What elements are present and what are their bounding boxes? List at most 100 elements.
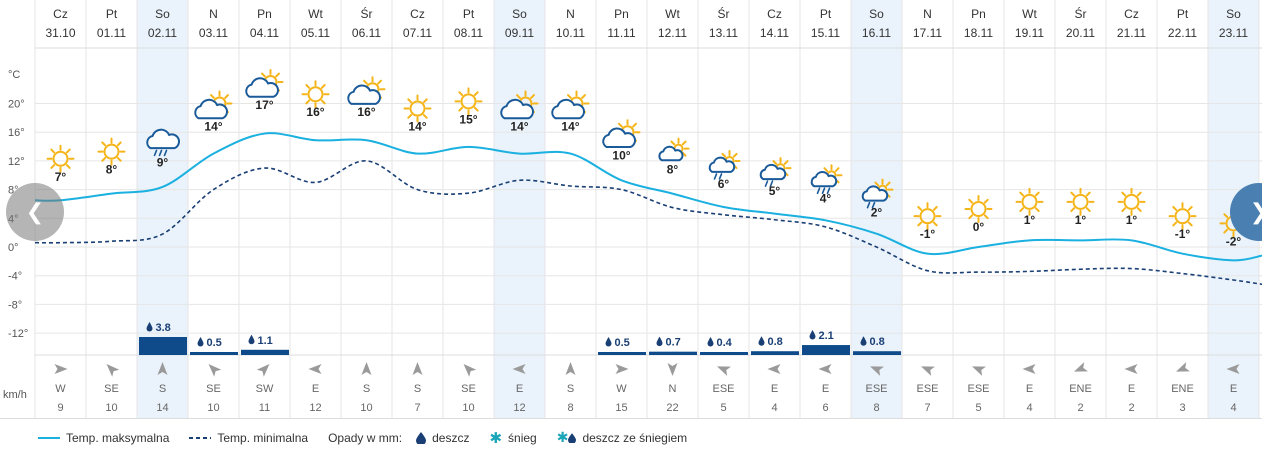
- max-temp-value: 5°: [769, 184, 781, 198]
- precip-bar: [802, 345, 850, 355]
- wind-arrow-icon: [1176, 362, 1190, 372]
- precip-value: 0.4: [717, 337, 733, 349]
- wind-arrow-icon: [308, 364, 322, 374]
- sun-icon: [1168, 202, 1197, 231]
- day-date: 15.11: [811, 26, 840, 40]
- day-date: 22.11: [1168, 26, 1197, 40]
- precip-bar: [598, 352, 646, 355]
- previous-button[interactable]: ❮: [6, 183, 64, 241]
- day-date: 20.11: [1066, 26, 1095, 40]
- legend-rain: deszcz: [416, 431, 469, 445]
- legend-min-label: Temp. minimalna: [217, 430, 309, 445]
- rain-cloud-sun-icon: [759, 157, 792, 187]
- legend-mixed: ✱ deszcz ze śniegiem: [557, 429, 687, 446]
- day-date: 31.10: [45, 26, 75, 40]
- wind-arrow-icon: [1022, 364, 1036, 374]
- precip-value: 0.5: [207, 337, 222, 349]
- wind-speed: 7: [924, 402, 930, 414]
- wind-arrow-icon: [972, 366, 986, 376]
- legend-max-label: Temp. maksymalna: [66, 430, 170, 445]
- max-temp-value: 6°: [718, 177, 730, 191]
- max-temp-value: 4°: [820, 191, 832, 205]
- day-date: 09.11: [505, 26, 534, 40]
- max-line-swatch: [38, 436, 60, 439]
- wind-direction: W: [55, 383, 66, 395]
- legend: Temp. maksymalna Temp. minimalna Opady w…: [0, 418, 1262, 456]
- wind-speed: 10: [207, 402, 219, 414]
- wind-direction: N: [669, 383, 677, 395]
- legend-snow-label: śnieg: [508, 430, 537, 445]
- wind-direction: E: [312, 383, 319, 395]
- sun-icon: [46, 144, 75, 173]
- day-name: So: [155, 7, 170, 21]
- sun-icon: [964, 195, 993, 223]
- day-date: 08.11: [454, 26, 483, 40]
- wind-speed: 7: [414, 402, 420, 414]
- max-temp-value: 17°: [255, 98, 273, 112]
- day-date: 07.11: [403, 26, 432, 40]
- day-date: 12.11: [658, 26, 687, 40]
- max-temp-value: 2°: [871, 206, 883, 220]
- max-temp-value: -1°: [1175, 227, 1191, 241]
- wind-speed: 11: [259, 402, 270, 414]
- day-name: Pn: [257, 7, 272, 21]
- day-name: N: [566, 7, 575, 21]
- sun-icon: [97, 137, 126, 166]
- day-name: Śr: [1075, 6, 1087, 21]
- max-temp-value: 8°: [667, 163, 679, 177]
- temp-axis-unit: °C: [8, 69, 20, 81]
- max-temp-value: 14°: [561, 120, 579, 134]
- wind-arrow-icon: [512, 364, 526, 374]
- weekend-column: [494, 0, 545, 418]
- max-temp-value: 14°: [408, 120, 426, 134]
- wind-direction: W: [616, 383, 627, 395]
- wind-arrow-icon: [818, 364, 832, 374]
- forecast-chart: °C20°16°12°8°4°0°-4°-8°-12°km/hCz31.10Pt…: [3, 0, 1262, 418]
- day-date: 16.11: [862, 26, 891, 40]
- legend-max: Temp. maksymalna: [38, 431, 169, 445]
- day-name: Cz: [767, 7, 782, 21]
- wind-direction: ESE: [712, 383, 734, 395]
- raindrop-icon: [758, 336, 765, 346]
- weekend-column: [851, 0, 902, 418]
- precip-value: 2.1: [819, 330, 834, 342]
- raindrop-icon: [707, 337, 714, 347]
- day-name: Śr: [361, 6, 373, 21]
- day-name: Cz: [1124, 7, 1139, 21]
- wind-direction: S: [159, 383, 166, 395]
- wind-speed: 10: [105, 402, 117, 414]
- heavy-rain-cloud-sun-icon: [810, 164, 843, 195]
- wind-arrow-icon: [412, 362, 423, 375]
- wind-arrow-icon: [1074, 362, 1088, 372]
- wind-speed: 9: [57, 402, 63, 414]
- day-date: 13.11: [709, 26, 738, 40]
- temp-tick-label: 0°: [8, 242, 19, 254]
- raindrop-icon: [860, 336, 867, 346]
- wind-arrow-icon: [157, 362, 168, 375]
- day-name: Cz: [410, 7, 425, 21]
- sun-icon: [1015, 187, 1044, 216]
- day-name: Pt: [106, 7, 118, 21]
- max-temp-value: -2°: [1226, 234, 1242, 248]
- sun-icon: [403, 94, 432, 123]
- max-temp-value: 15°: [459, 112, 477, 126]
- legend-precip-label: Opady w mm:: [328, 430, 403, 445]
- day-date: 05.11: [301, 26, 330, 40]
- day-name: N: [209, 7, 218, 21]
- precip-bar: [649, 351, 697, 355]
- wind-arrow-icon: [361, 362, 372, 375]
- raindrop-icon: [248, 334, 255, 345]
- max-temp-value: 7°: [55, 170, 67, 184]
- sun-icon: [913, 202, 942, 231]
- wind-speed: 5: [975, 402, 981, 414]
- legend-snow: ✱ śnieg: [489, 429, 536, 447]
- precip-bar: [139, 337, 187, 355]
- precip-bar: [241, 349, 289, 355]
- wind-direction: SW: [256, 383, 274, 395]
- wind-direction: S: [363, 383, 370, 395]
- day-name: Cz: [53, 7, 68, 21]
- wind-speed: 2: [1128, 402, 1134, 414]
- wind-direction: ENE: [1069, 383, 1092, 395]
- day-date: 06.11: [352, 26, 381, 40]
- wind-direction: S: [414, 383, 421, 395]
